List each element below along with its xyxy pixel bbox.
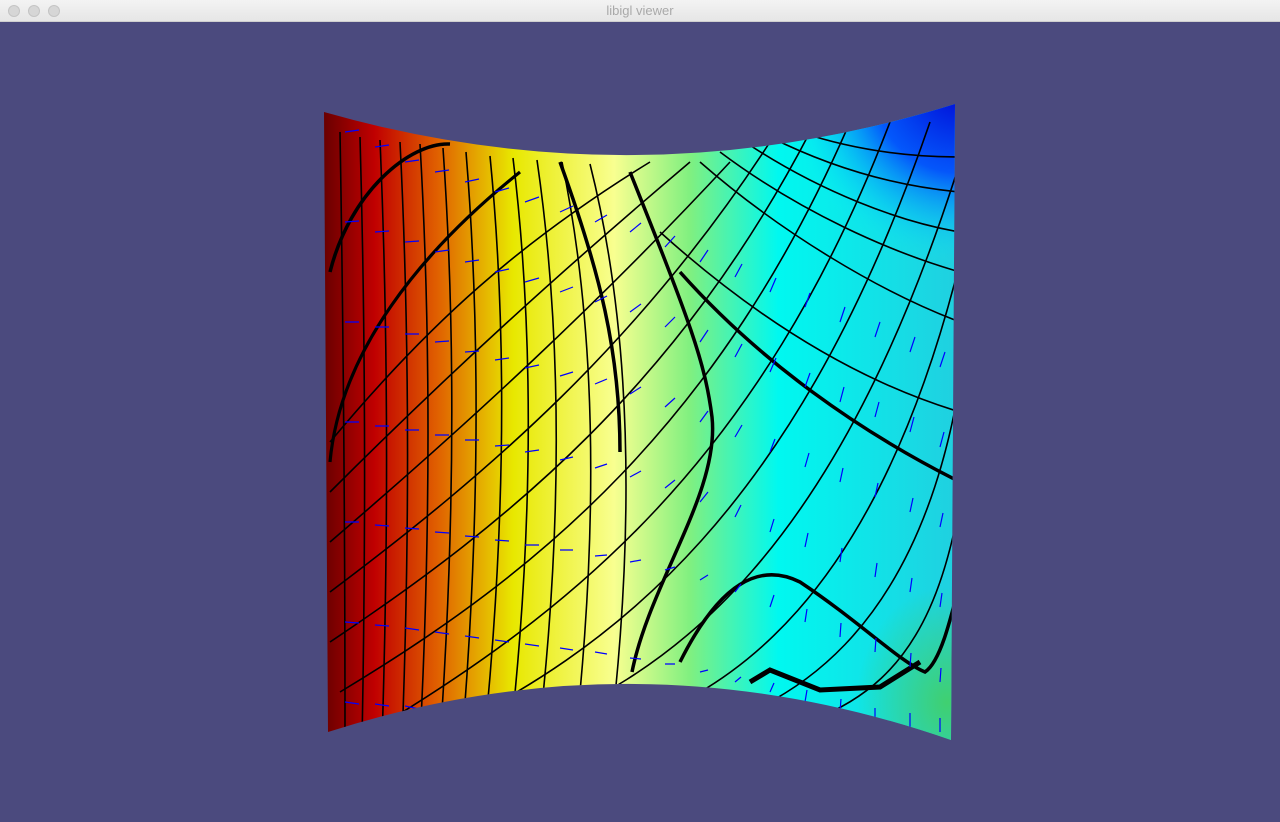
minimize-window-button[interactable] [28, 5, 40, 17]
close-window-button[interactable] [8, 5, 20, 17]
render-viewport[interactable] [0, 22, 1280, 822]
zoom-window-button[interactable] [48, 5, 60, 17]
vector-field-glyphs [344, 129, 946, 732]
surface-mesh[interactable] [324, 82, 960, 752]
window-title: libigl viewer [606, 3, 674, 18]
viewer-canvas[interactable] [0, 22, 1280, 822]
title-bar[interactable]: libigl viewer [0, 0, 1280, 22]
